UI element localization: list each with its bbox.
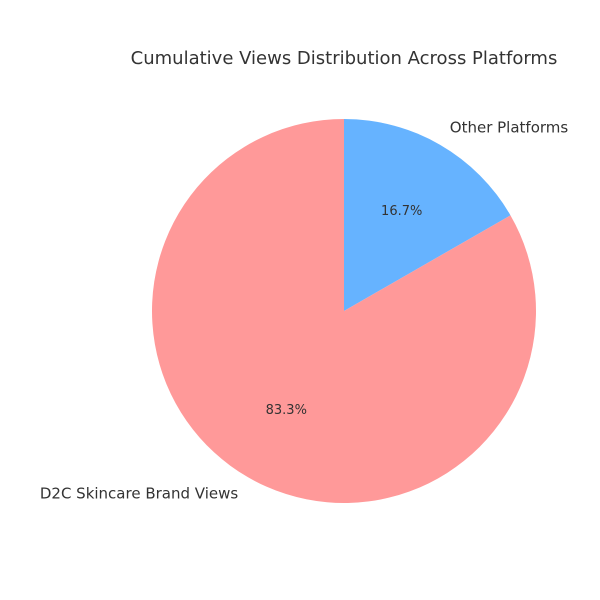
slice-category-label: Other Platforms (450, 119, 569, 137)
pie-slice-other-platforms (344, 119, 511, 311)
pie-slice-d2c-skincare-brand-views (152, 119, 537, 504)
slice-percent-label: 83.3% (266, 403, 307, 418)
chart-title: Cumulative Views Distribution Across Pla… (131, 48, 558, 69)
slice-category-label: D2C Skincare Brand Views (40, 484, 239, 502)
pie-slices (152, 119, 537, 504)
slice-percent-label: 16.7% (381, 204, 422, 219)
pie-labels: Other Platforms 16.7% D2C Skincare Brand V… (40, 119, 569, 503)
